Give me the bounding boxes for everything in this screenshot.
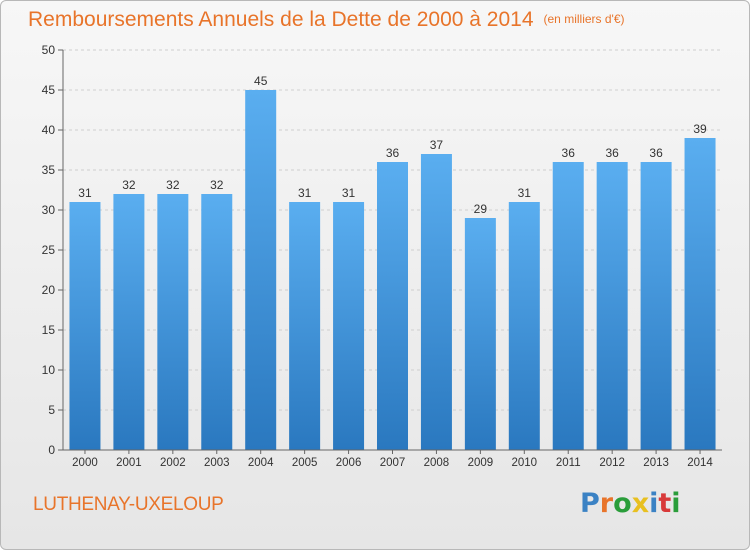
data-label-2008: 37 [430,138,444,152]
x-tick-label-2007: 2007 [380,457,406,469]
logo-letter: P [580,488,600,519]
bar-2002 [157,194,189,450]
bar-2006 [333,202,365,450]
x-tick-label-2009: 2009 [468,457,494,469]
data-label-2014: 39 [693,122,707,136]
data-label-2006: 31 [342,186,356,200]
x-tick-label-2010: 2010 [512,457,538,469]
chart-unit-label: (en milliers d'€) [543,12,625,26]
bar-2003 [201,194,233,450]
x-tick-label-2003: 2003 [204,457,230,469]
data-label-2013: 36 [649,146,663,160]
bar-2010 [508,202,540,450]
x-tick-label-2013: 2013 [643,457,669,469]
y-tick-label: 40 [42,123,56,137]
data-label-2005: 31 [298,186,312,200]
y-tick-label: 15 [42,323,56,337]
x-tick-label-2008: 2008 [424,457,450,469]
x-tick-label-2004: 2004 [248,457,274,469]
x-tick-label-2014: 2014 [687,457,713,469]
x-tick-label-2011: 2011 [556,457,581,469]
bar-2007 [377,162,408,450]
x-tick-label-2006: 2006 [336,457,362,469]
data-label-2009: 29 [474,202,488,216]
logo-letter: i [671,488,681,519]
data-label-2001: 32 [122,178,136,192]
logo-letter: i [649,488,659,519]
bar-2008 [420,154,452,450]
chart-title-text: Remboursements Annuels de la Dette de 20… [28,8,534,31]
bar-2005 [289,202,321,450]
x-tick-label-2002: 2002 [160,457,186,469]
data-label-2011: 36 [562,146,576,160]
labels: 0 5 10 15 20 25 30 35 40 45 50 31 2000 32 2001 32 2002 32… [42,43,714,469]
data-label-2000: 31 [78,186,92,200]
data-label-2003: 32 [210,178,224,192]
y-tick-label: 45 [42,83,56,97]
bar-2011 [552,162,584,450]
axes [58,49,722,454]
y-tick-label: 25 [42,243,56,257]
x-tick-label-2001: 2001 [116,457,142,469]
x-tick-label-2005: 2005 [292,457,318,469]
logo-letter: t [658,488,672,519]
logo-letter: r [599,488,614,519]
bar-2000 [69,202,101,450]
bars [69,90,716,450]
x-tick-label-2000: 2000 [72,457,98,469]
bar-2014 [684,138,716,450]
bar-2012 [596,162,628,450]
commune-name: LUTHENAY-UXELOUP [33,494,224,515]
logo-letter: x [631,488,650,519]
proxiti-logo: Proxiti [580,488,681,519]
y-tick-label: 10 [42,363,56,377]
bar-2004 [245,90,277,450]
bar-2001 [113,194,145,450]
logo-letter: o [613,488,632,519]
x-tick-label-2012: 2012 [599,457,625,469]
data-label-2010: 31 [518,186,532,200]
data-label-2002: 32 [166,178,180,192]
y-tick-label: 50 [42,43,56,57]
y-tick-label: 35 [42,163,56,177]
data-label-2012: 36 [605,146,619,160]
bar-2009 [464,218,496,450]
bar-2013 [640,162,672,450]
y-tick-label: 20 [42,283,56,297]
chart-title: Remboursements Annuels de la Dette de 20… [28,8,625,32]
data-label-2007: 36 [386,146,400,160]
y-tick-label: 5 [48,403,55,417]
data-label-2004: 45 [254,74,268,88]
y-tick-label: 30 [42,203,56,217]
y-tick-label: 0 [48,443,55,457]
